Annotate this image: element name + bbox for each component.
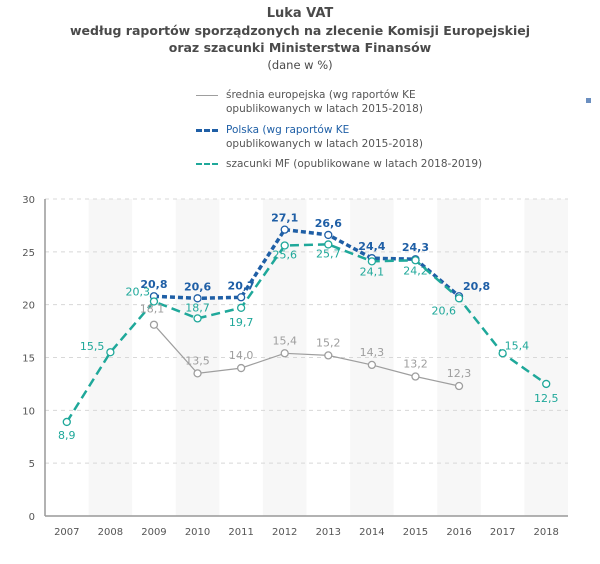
chart-units-note: (dane w %) bbox=[267, 58, 333, 72]
data-point bbox=[411, 256, 420, 265]
legend-swatch-poland bbox=[196, 129, 218, 132]
series-line-1 bbox=[153, 227, 461, 301]
chart-subtitle-line-2: oraz szacunki Ministerstwa Finansów bbox=[168, 40, 432, 55]
data-label: 24,1 bbox=[360, 265, 385, 278]
data-label: 15,4 bbox=[505, 339, 530, 352]
data-point bbox=[411, 372, 420, 381]
data-point bbox=[149, 297, 159, 306]
corner-marker bbox=[586, 98, 591, 103]
data-label: 20,6 bbox=[432, 304, 457, 317]
background-band bbox=[437, 199, 481, 516]
data-label: 14,0 bbox=[229, 349, 254, 362]
series-line-0 bbox=[153, 324, 460, 387]
x-tick-label: 2008 bbox=[98, 527, 123, 538]
data-point bbox=[454, 294, 464, 303]
data-label: 15,5 bbox=[80, 340, 105, 353]
data-point bbox=[280, 241, 289, 250]
chart-subtitle-line-1: według raportów sporządzonych na zleceni… bbox=[70, 23, 530, 38]
data-label: 13,5 bbox=[185, 354, 210, 367]
data-point bbox=[149, 320, 159, 329]
data-point bbox=[324, 351, 333, 360]
x-tick-label: 2012 bbox=[272, 527, 297, 538]
y-tick-label: 10 bbox=[22, 406, 35, 417]
data-label: 14,3 bbox=[360, 346, 385, 359]
data-label: 24,3 bbox=[402, 241, 429, 254]
background-band bbox=[524, 199, 568, 516]
data-point bbox=[236, 293, 246, 302]
legend-label-mf-estimates: szacunki MF (opublikowane w latach 2018-… bbox=[226, 158, 483, 170]
data-label: 20,8 bbox=[463, 280, 490, 293]
data-label: 15,2 bbox=[316, 336, 341, 349]
data-label: 20,3 bbox=[125, 285, 150, 298]
data-point bbox=[280, 225, 289, 234]
data-label: 24,4 bbox=[358, 240, 385, 253]
x-tick-label: 2009 bbox=[141, 527, 166, 538]
x-tick-label: 2017 bbox=[490, 527, 515, 538]
data-label: 25,7 bbox=[316, 247, 341, 260]
data-label: 12,5 bbox=[534, 392, 559, 405]
x-tick-label: 2015 bbox=[403, 527, 428, 538]
data-label: 26,6 bbox=[315, 217, 342, 230]
x-tick-label: 2018 bbox=[533, 527, 558, 538]
legend-label-eu-average-1: średnia europejska (wg raportów KE bbox=[226, 89, 416, 101]
data-label: 18,7 bbox=[185, 301, 210, 314]
data-point bbox=[324, 240, 333, 249]
x-tick-label: 2010 bbox=[185, 527, 210, 538]
x-tick-label: 2016 bbox=[446, 527, 471, 538]
data-point bbox=[498, 349, 507, 358]
y-tick-label: 5 bbox=[29, 459, 35, 470]
y-tick-label: 0 bbox=[29, 512, 35, 523]
data-label: 20,6 bbox=[184, 280, 211, 293]
data-point bbox=[193, 294, 202, 303]
legend-label-poland-2: opublikowanych w latach 2015-2018) bbox=[226, 138, 423, 150]
data-label: 27,1 bbox=[271, 212, 298, 225]
data-point bbox=[106, 348, 115, 357]
y-tick-label: 30 bbox=[22, 195, 35, 206]
data-point bbox=[193, 314, 202, 323]
data-point bbox=[367, 257, 377, 266]
data-label: 24,2 bbox=[403, 264, 428, 277]
data-label: 20,8 bbox=[140, 278, 167, 291]
data-label: 13,2 bbox=[403, 358, 428, 371]
series-line-2 bbox=[65, 243, 547, 423]
legend-swatch-eu-average bbox=[196, 95, 218, 96]
legend-label-poland-1: Polska (wg raportów KE bbox=[226, 124, 350, 136]
data-point bbox=[193, 369, 202, 378]
x-tick-label: 2007 bbox=[54, 527, 79, 538]
data-label: 25,6 bbox=[272, 248, 297, 261]
data-label: 18,1 bbox=[140, 303, 165, 316]
legend-swatch-mf-estimates bbox=[196, 163, 218, 165]
data-point bbox=[236, 303, 246, 312]
data-label: 20,7 bbox=[228, 279, 255, 292]
data-point bbox=[62, 417, 71, 427]
x-tick-label: 2013 bbox=[316, 527, 341, 538]
data-point bbox=[236, 363, 246, 373]
y-tick-label: 25 bbox=[22, 248, 35, 259]
data-label: 8,9 bbox=[58, 429, 76, 442]
y-tick-label: 20 bbox=[22, 301, 35, 312]
data-label: 15,4 bbox=[272, 334, 297, 347]
x-tick-label: 2014 bbox=[359, 527, 384, 538]
x-tick-label: 2011 bbox=[228, 527, 253, 538]
data-label: 12,3 bbox=[447, 367, 472, 380]
data-point bbox=[280, 349, 289, 358]
data-point bbox=[542, 379, 551, 389]
data-point bbox=[324, 230, 333, 240]
data-point bbox=[454, 381, 464, 391]
legend-label-eu-average-2: opublikowanych w latach 2015-2018) bbox=[226, 103, 423, 115]
data-label: 19,7 bbox=[229, 316, 254, 329]
y-tick-label: 15 bbox=[22, 354, 35, 365]
data-point bbox=[367, 360, 377, 370]
chart-title: Luka VAT bbox=[266, 6, 334, 21]
